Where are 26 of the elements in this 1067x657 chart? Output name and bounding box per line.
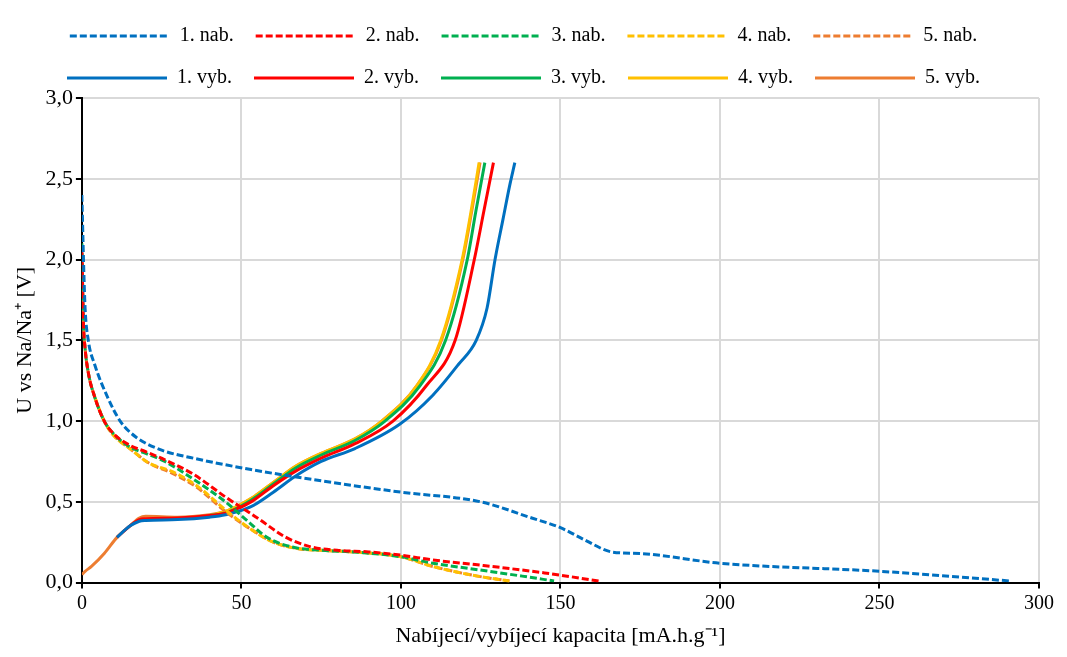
legend-label: 1. nab. <box>179 23 234 46</box>
x-tick-label: 250 <box>864 590 895 613</box>
x-tick-label: 0 <box>76 590 87 613</box>
legend-label: 3. vyb. <box>551 65 606 89</box>
legend-label: 4. nab. <box>737 23 792 46</box>
x-tick-label: 300 <box>1024 590 1054 613</box>
legend-label: 2. vyb. <box>364 65 419 89</box>
legend-label: 2. nab. <box>365 23 420 46</box>
y-tick-label: 0,0 <box>45 568 73 594</box>
y-tick-label: 2,5 <box>45 164 73 190</box>
x-tick-label: 200 <box>704 590 735 613</box>
legend-label: 3. nab. <box>551 23 606 46</box>
y-tick-label: 2,0 <box>45 245 73 271</box>
legend-label: 4. vyb. <box>738 65 793 89</box>
legend-label: 5. vyb. <box>925 65 980 89</box>
legend-label: 1. vyb. <box>177 65 232 89</box>
y-tick-label: 0,5 <box>45 487 73 513</box>
y-tick-label: 3,0 <box>45 83 73 109</box>
y-tick-label: 1,5 <box>45 326 73 352</box>
y-tick-label: 1,0 <box>45 406 73 432</box>
x-tick-label: 50 <box>231 590 252 613</box>
x-tick-label: 150 <box>545 590 576 613</box>
y-axis-title: U vs Na/Na⁺ [V] <box>10 266 36 414</box>
x-axis-title: Nabíjecí/vybíjecí kapacita [mA.h.g⁻¹] <box>395 621 726 647</box>
x-tick-label: 100 <box>385 590 416 613</box>
legend-label: 5. nab. <box>923 23 978 46</box>
